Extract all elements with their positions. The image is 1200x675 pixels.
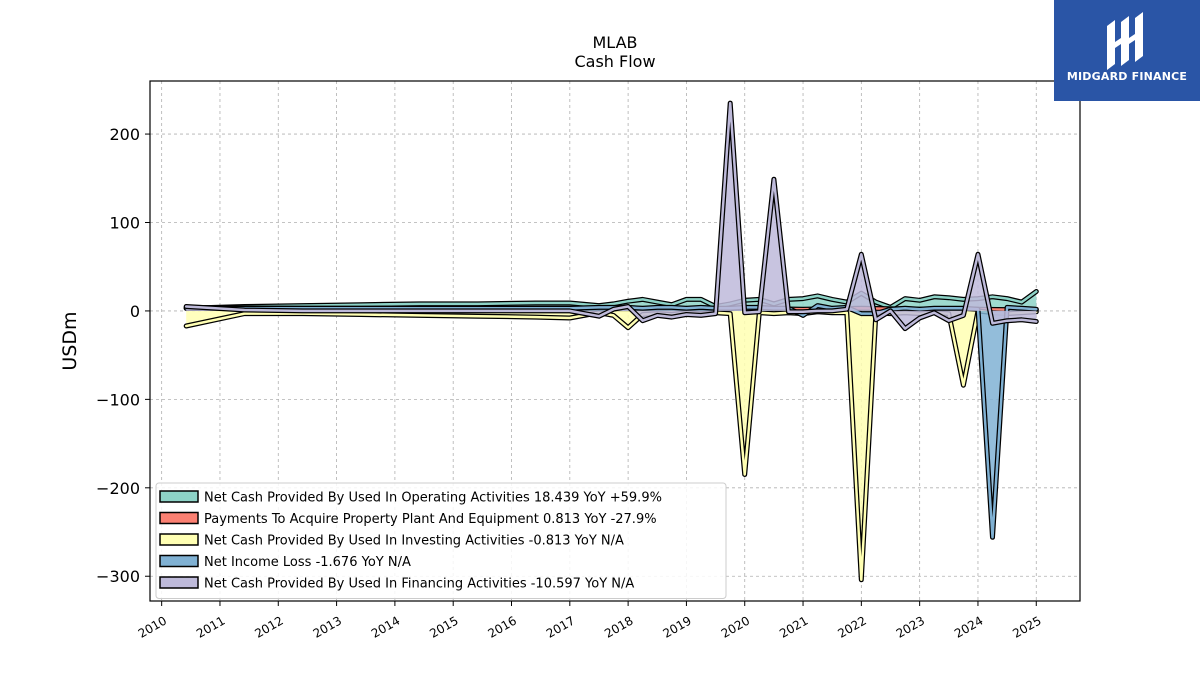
x-tick-label: 2020 bbox=[719, 613, 752, 640]
x-tick-label: 2021 bbox=[777, 613, 810, 640]
legend-label: Payments To Acquire Property Plant And E… bbox=[204, 512, 657, 527]
x-tick-label: 2011 bbox=[194, 613, 227, 640]
y-tick-label: 200 bbox=[109, 125, 140, 144]
y-axis-label: USDm bbox=[59, 311, 81, 370]
legend-label: Net Cash Provided By Used In Financing A… bbox=[204, 577, 634, 592]
plot-frame bbox=[149, 80, 1081, 602]
legend-swatch bbox=[159, 490, 199, 503]
legend-label: Net Income Loss -1.676 YoY N/A bbox=[204, 555, 411, 570]
x-tick-label: 2012 bbox=[252, 613, 285, 640]
y-tick-label: 100 bbox=[109, 213, 140, 232]
x-tick-label: 2010 bbox=[136, 613, 169, 640]
legend-swatch bbox=[159, 554, 199, 568]
legend-swatch bbox=[159, 511, 199, 525]
x-tick-label: 2013 bbox=[311, 613, 344, 640]
x-tick-label: 2024 bbox=[952, 613, 985, 640]
chart-subtitle: Cash Flow bbox=[574, 52, 655, 71]
x-tick-label: 2018 bbox=[602, 613, 635, 640]
brand-logo: MIDGARD FINANCE bbox=[1054, 0, 1200, 101]
logo-wordmark: MIDGARD FINANCE bbox=[1066, 70, 1188, 83]
x-axis-ticks: 2010 2011 2012 2013 2014 2015 2016 2017 2018 2019… bbox=[136, 601, 1044, 641]
x-tick-label: 2015 bbox=[427, 613, 460, 640]
legend-label: Net Cash Provided By Used In Operating A… bbox=[204, 491, 662, 506]
legend-box bbox=[155, 482, 727, 599]
x-tick-label: 2014 bbox=[369, 613, 402, 640]
x-tick-label: 2016 bbox=[486, 613, 519, 640]
y-tick-label: 0 bbox=[130, 302, 140, 321]
series-outline-4 bbox=[183, 100, 1039, 332]
chart-title: MLAB bbox=[592, 33, 637, 52]
x-tick-label: 2019 bbox=[660, 613, 693, 640]
series-line-4 bbox=[184, 101, 1038, 330]
y-tick-label: −100 bbox=[96, 390, 140, 409]
plot-area bbox=[183, 100, 1039, 583]
series-area-4 bbox=[186, 103, 1037, 329]
y-tick-label: −300 bbox=[96, 567, 140, 586]
legend-swatch bbox=[159, 533, 199, 546]
x-tick-label: 2023 bbox=[894, 613, 927, 640]
y-axis-ticks: 200 100 0 −100 −200 −300 bbox=[96, 125, 150, 586]
legend-label: Net Cash Provided By Used In Investing A… bbox=[204, 534, 624, 549]
x-tick-label: 2025 bbox=[1010, 613, 1043, 640]
x-tick-label: 2017 bbox=[544, 613, 577, 640]
legend: Net Cash Provided By Used In Operating A… bbox=[155, 482, 727, 599]
midgard-logo-icon bbox=[1107, 12, 1143, 70]
y-tick-label: −200 bbox=[96, 479, 140, 498]
legend-swatch bbox=[159, 576, 199, 589]
x-tick-label: 2022 bbox=[835, 613, 868, 640]
